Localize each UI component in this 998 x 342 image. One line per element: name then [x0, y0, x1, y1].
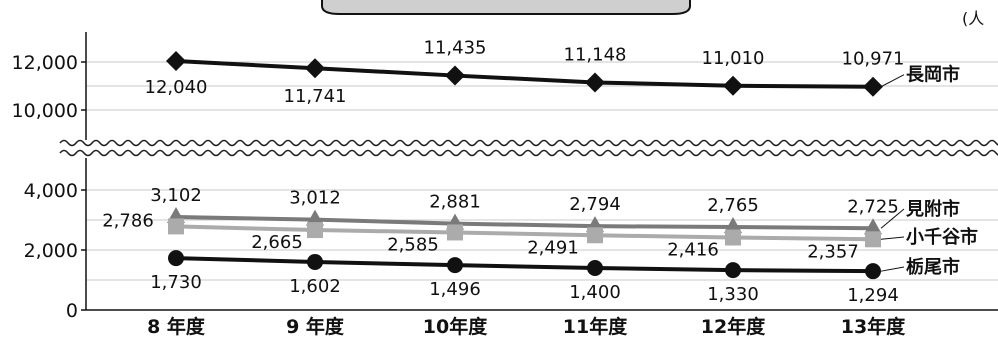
- data-label: 1,602: [289, 276, 341, 297]
- x-tick-label: 9 年度: [286, 315, 345, 338]
- series-leader-line: [880, 208, 905, 229]
- series-leader-line: [880, 266, 905, 272]
- y-tick-label: 0: [66, 300, 78, 322]
- marker-栃尾市: [587, 260, 603, 276]
- axis-break-wave-top: [59, 139, 998, 147]
- unit-label: (人: [962, 9, 984, 28]
- axis-break-wave-bottom: [59, 149, 998, 157]
- marker-見附市: [306, 209, 324, 226]
- data-label: 1,496: [429, 279, 481, 300]
- marker-栃尾市: [307, 253, 323, 270]
- series-leader-line: [880, 236, 905, 240]
- marker-長岡市: [863, 76, 883, 97]
- series-name-label: 長岡市: [906, 64, 960, 86]
- data-label: 2,725: [847, 196, 899, 217]
- series-name-label: 栃尾市: [906, 256, 960, 278]
- y-tick-label: 10,000: [12, 100, 78, 122]
- data-label: 1,330: [707, 284, 759, 305]
- data-label: 2,665: [251, 232, 303, 253]
- series-name-label: 小千谷市: [906, 226, 978, 248]
- marker-小千谷市: [587, 227, 603, 244]
- marker-小千谷市: [865, 231, 881, 248]
- data-label: 2,786: [102, 210, 154, 231]
- data-label: 3,012: [289, 188, 341, 209]
- data-label: 11,148: [564, 44, 627, 65]
- x-tick-label: 10年度: [423, 315, 488, 338]
- y-tick-label: 2,000: [24, 240, 78, 262]
- data-label: 12,040: [145, 77, 208, 98]
- axis-break-gap: [60, 142, 998, 154]
- marker-小千谷市: [725, 229, 741, 246]
- y-tick-label: 12,000: [12, 52, 78, 74]
- x-tick-label: 12年度: [701, 315, 766, 338]
- series-line-小千谷市: [175, 224, 874, 242]
- data-label: 11,010: [702, 48, 765, 69]
- series-line-長岡市: [175, 59, 874, 89]
- data-label: 11,741: [284, 86, 347, 107]
- data-label: 3,102: [150, 185, 202, 206]
- y-tick-label: 4,000: [24, 180, 78, 202]
- data-label: 2,765: [707, 195, 759, 216]
- marker-小千谷市: [168, 218, 184, 235]
- marker-長岡市: [585, 72, 605, 93]
- title-banner: [321, 0, 691, 15]
- data-label: 2,881: [429, 192, 481, 213]
- marker-長岡市: [445, 65, 465, 86]
- data-label: 2,794: [569, 194, 621, 215]
- x-tick-label: 11年度: [563, 315, 628, 338]
- series-line-栃尾市: [175, 256, 874, 274]
- marker-栃尾市: [168, 250, 184, 267]
- data-label: 2,491: [527, 237, 579, 258]
- series-name-label: 見附市: [905, 198, 960, 220]
- marker-小千谷市: [307, 222, 323, 239]
- marker-栃尾市: [447, 257, 463, 274]
- marker-栃尾市: [725, 262, 741, 279]
- series-leader-line: [880, 74, 905, 88]
- marker-長岡市: [305, 58, 325, 79]
- data-label: 11,435: [424, 38, 487, 59]
- data-label: 2,416: [667, 240, 719, 261]
- data-label: 1,294: [847, 285, 899, 306]
- series-line-見附市: [175, 214, 874, 231]
- marker-栃尾市: [865, 263, 881, 280]
- marker-小千谷市: [447, 224, 463, 241]
- data-label: 2,357: [807, 241, 859, 262]
- data-label: 1,400: [569, 282, 621, 303]
- marker-長岡市: [723, 75, 743, 96]
- marker-見附市: [724, 217, 742, 234]
- marker-長岡市: [166, 51, 186, 72]
- data-label: 2,585: [387, 234, 439, 255]
- data-label: 10,971: [842, 49, 905, 70]
- marker-見附市: [864, 218, 882, 235]
- x-tick-label: 8 年度: [147, 315, 206, 338]
- x-tick-label: 13年度: [841, 315, 906, 338]
- data-label: 1,730: [150, 272, 202, 293]
